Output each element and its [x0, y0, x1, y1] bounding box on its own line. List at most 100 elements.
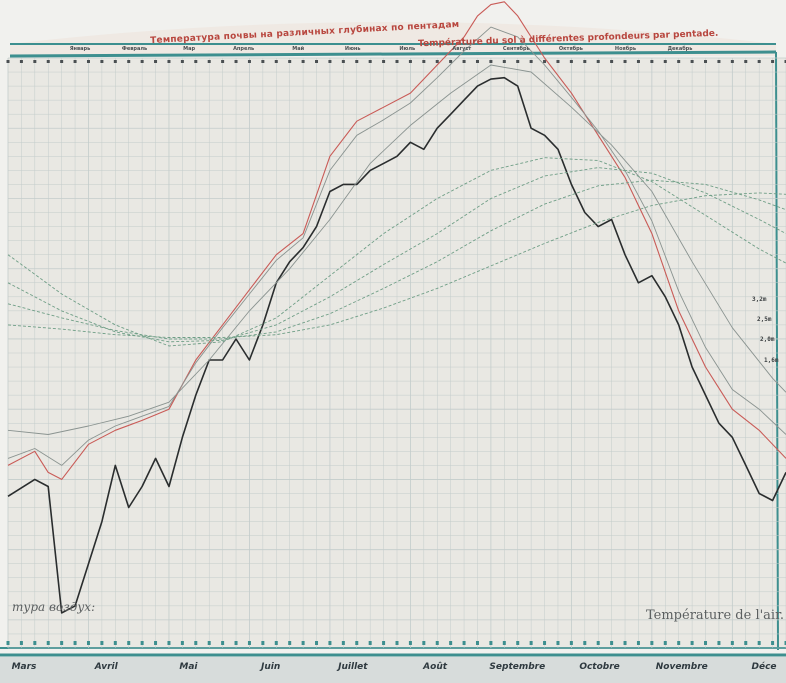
pentade-tick: [730, 641, 734, 645]
pentade-tick-top: [315, 60, 319, 63]
pentade-tick: [610, 641, 614, 645]
pentade-tick: [167, 641, 171, 645]
pentade-tick-top: [368, 60, 372, 63]
pentade-tick: [462, 641, 466, 645]
pentade-tick: [207, 641, 211, 645]
pentade-tick-labels: [6, 60, 786, 645]
pentade-tick: [113, 641, 117, 645]
pentade-tick-top: [140, 60, 144, 63]
month-label: Septembre: [489, 662, 546, 672]
top-month-label: Апрель: [233, 46, 255, 52]
pentade-tick-top: [543, 60, 547, 63]
pentade-tick: [127, 641, 131, 645]
pentade-tick: [395, 641, 399, 645]
month-label: Mai: [179, 662, 198, 672]
pentade-tick-top: [167, 60, 171, 63]
pentade-tick-top: [516, 60, 520, 63]
top-month-label: Сентябрь: [502, 46, 530, 52]
pentade-tick-top: [784, 60, 786, 63]
pentade-tick: [355, 641, 359, 645]
pentade-tick-top: [328, 60, 332, 63]
series-line-soil_deep-6: [7, 179, 786, 340]
series-line-soil_shallow-3: [7, 64, 786, 435]
pentade-tick: [556, 641, 560, 645]
pentade-tick-top: [529, 60, 533, 63]
pentade-tick: [771, 641, 775, 645]
top-month-label: Декабрь: [667, 46, 693, 52]
pentade-tick: [650, 641, 654, 645]
pentade-tick-top: [636, 60, 640, 63]
pentade-tick: [247, 641, 251, 645]
pentade-tick: [596, 641, 600, 645]
depth-label-1-6m: 1,6m: [764, 357, 779, 364]
pentade-tick: [288, 641, 292, 645]
pentade-tick: [636, 641, 640, 645]
pentade-tick: [274, 641, 278, 645]
pentade-tick: [100, 641, 104, 645]
pentade-tick-top: [556, 60, 560, 63]
pentade-tick: [140, 641, 144, 645]
pentade-tick: [408, 641, 412, 645]
month-label: Octobre: [579, 662, 620, 672]
pentade-tick-top: [100, 60, 104, 63]
month-label: Déce: [751, 662, 777, 672]
pentade-tick: [154, 641, 158, 645]
pentade-tick-top: [475, 60, 479, 63]
pentade-tick: [744, 641, 748, 645]
pentade-tick: [449, 641, 453, 645]
pentade-tick-top: [6, 60, 10, 63]
pentade-tick-top: [744, 60, 748, 63]
series-line-air-0: [7, 76, 786, 614]
pentade-tick: [382, 641, 386, 645]
pentade-tick-top: [194, 60, 198, 63]
month-label: Juillet: [338, 662, 368, 672]
series-line-soil_deep-4: [7, 157, 786, 347]
top-month-label: Ноябрь: [614, 46, 636, 52]
pentade-tick: [677, 641, 681, 645]
pentade-tick-top: [757, 60, 761, 63]
pentade-tick: [569, 641, 573, 645]
pentade-tick-top: [301, 60, 305, 63]
air-temperature-label-ru: тура воздух:: [12, 600, 96, 614]
pentade-tick-top: [730, 60, 734, 63]
air-temperature-label-fr: Température de l'air.: [646, 608, 785, 623]
pentade-tick-top: [46, 60, 50, 63]
top-month-label: Июль: [399, 46, 416, 52]
pentade-tick: [315, 641, 319, 645]
pentade-tick-top: [341, 60, 345, 63]
right-frame-line: [775, 51, 779, 651]
month-label: Avril: [94, 662, 118, 672]
depth-label-2-0m: 2,0m: [760, 336, 775, 343]
pentade-tick: [623, 641, 627, 645]
pentade-tick-top: [261, 60, 265, 63]
pentade-tick-top: [462, 60, 466, 63]
pentade-tick-top: [33, 60, 37, 63]
pentade-tick-top: [395, 60, 399, 63]
pentade-tick: [261, 641, 265, 645]
month-label: Août: [423, 662, 448, 672]
pentade-tick: [6, 641, 10, 645]
pentade-tick: [86, 641, 90, 645]
top-month-label: Мар: [183, 46, 196, 52]
pentade-tick-top: [221, 60, 225, 63]
pentade-tick-top: [569, 60, 573, 63]
pentade-tick: [422, 641, 426, 645]
pentade-tick-top: [717, 60, 721, 63]
top-month-label: Июнь: [344, 46, 361, 52]
pentade-tick-top: [247, 60, 251, 63]
top-frame-line-inner: [9, 50, 777, 58]
pentade-tick-top: [382, 60, 386, 63]
pentade-tick: [435, 641, 439, 645]
pentade-tick: [368, 641, 372, 645]
pentade-tick: [516, 641, 520, 645]
pentade-tick-top: [180, 60, 184, 63]
pentade-tick-top: [623, 60, 627, 63]
pentade-tick: [46, 641, 50, 645]
pentade-tick-top: [422, 60, 426, 63]
pentade-tick-top: [677, 60, 681, 63]
pentade-tick-top: [690, 60, 694, 63]
pentade-tick: [663, 641, 667, 645]
pentade-tick: [60, 641, 64, 645]
top-month-label: Октябрь: [558, 46, 583, 52]
pentade-tick-top: [127, 60, 131, 63]
